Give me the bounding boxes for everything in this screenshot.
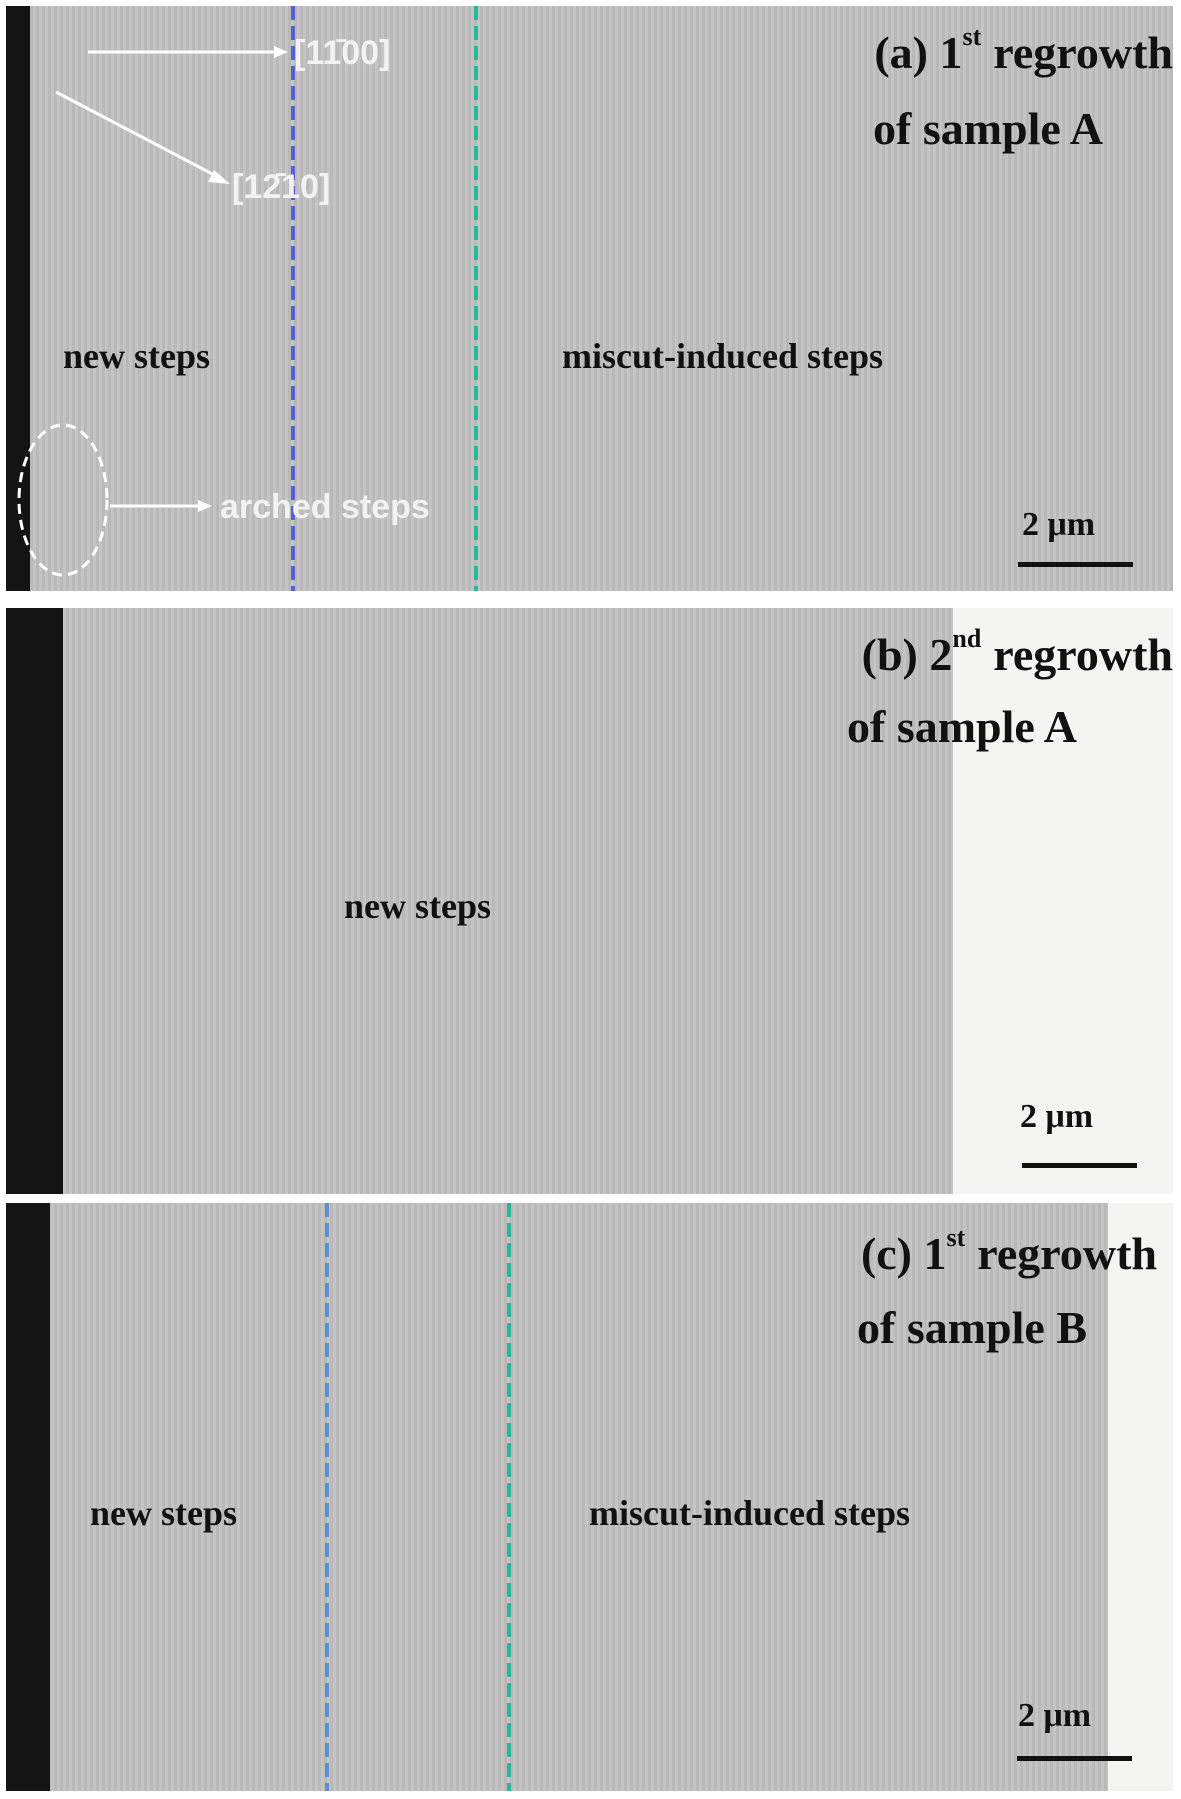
title-text: (b) 2	[861, 629, 953, 680]
annotation: arched steps	[220, 488, 430, 526]
title-sup: nd	[952, 624, 982, 653]
edge	[6, 608, 63, 1194]
panel-title: (c) 1st regrowth	[860, 1225, 1157, 1279]
arrow	[55, 90, 221, 180]
panel-title: of sample B	[857, 1302, 1087, 1353]
title-text: (c) 1	[860, 1228, 947, 1279]
arrowhead	[274, 46, 288, 58]
direction-label: [12̄10]	[232, 168, 330, 206]
panel-c: (c) 1st regrowth of sample B new steps mi…	[6, 1203, 1173, 1791]
panel-title: (b) 2nd regrowth	[861, 626, 1173, 680]
scale-label: 2 μm	[1020, 1098, 1094, 1135]
region-label: miscut-induced steps	[589, 1493, 911, 1533]
scale-bar	[1018, 562, 1133, 567]
title-text: regrowth	[993, 629, 1173, 680]
title-sup: st	[946, 1223, 966, 1252]
edge	[6, 1203, 50, 1791]
panel-title: (a) 1st regrowth	[874, 24, 1173, 78]
substrate	[1108, 1203, 1173, 1791]
region-label: new steps	[90, 1493, 238, 1533]
scale-bar	[1022, 1163, 1137, 1168]
direction-label: [11̄00]	[294, 34, 390, 72]
panel-b: (b) 2nd regrowth of sample A new steps 2 …	[6, 608, 1173, 1194]
region-label: new steps	[344, 886, 492, 926]
title-sup: st	[962, 22, 982, 51]
panel-a: [11̄00] [12̄10] arched steps (a) 1st regr…	[6, 6, 1173, 591]
panel-title: of sample A	[847, 701, 1077, 752]
region-label: miscut-induced steps	[562, 336, 884, 376]
scale-label: 2 μm	[1022, 506, 1096, 543]
panel-title: of sample A	[873, 103, 1103, 154]
title-text: (a) 1	[874, 27, 963, 78]
overlay	[325, 1203, 511, 1791]
substrate	[953, 608, 1173, 1194]
title-text: regrowth	[977, 1228, 1157, 1279]
arrowhead	[198, 500, 212, 512]
title-text: regrowth	[993, 27, 1173, 78]
scale-label: 2 μm	[1018, 1697, 1092, 1734]
arrowhead	[208, 170, 230, 184]
region-label: new steps	[63, 336, 211, 376]
overlay: [11̄00] [12̄10] arched steps	[17, 6, 478, 591]
ellipse	[17, 423, 109, 577]
scale-bar	[1017, 1756, 1132, 1761]
